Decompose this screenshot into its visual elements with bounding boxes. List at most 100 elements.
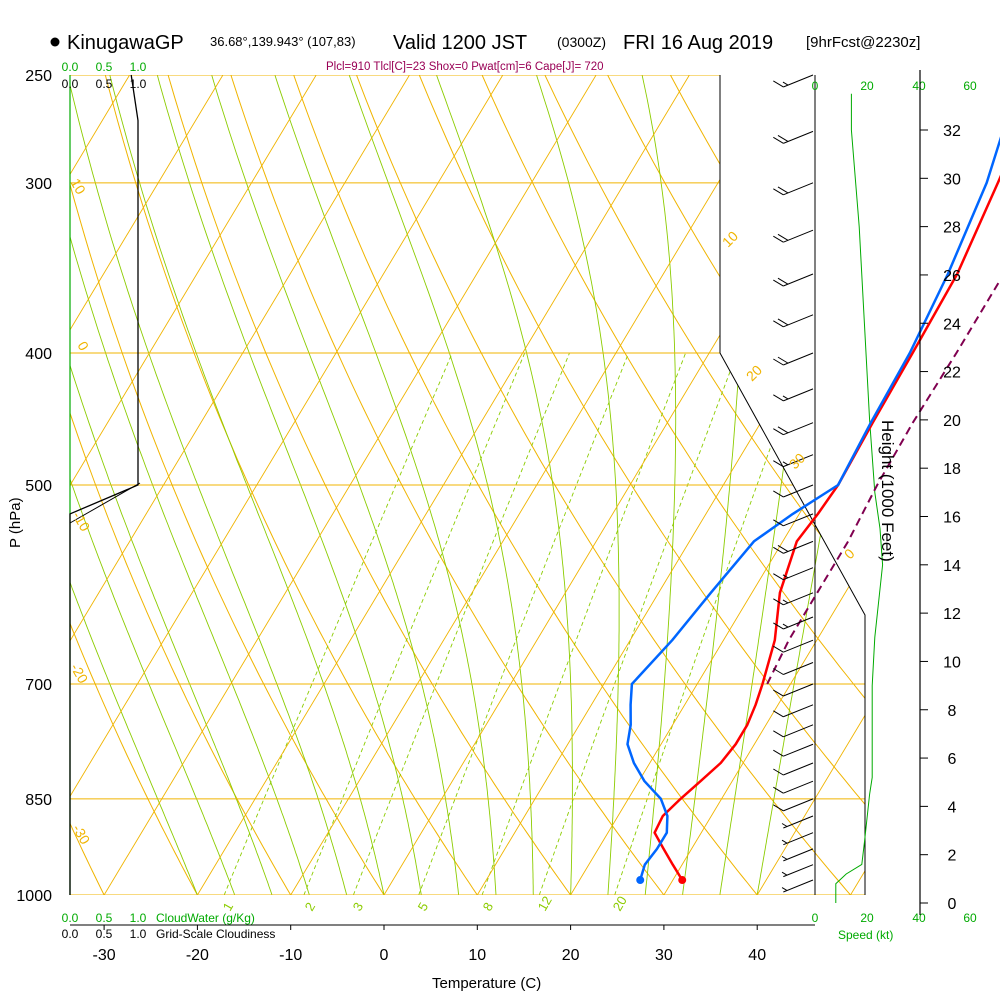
moist-adiabat-line [70,75,310,895]
mixing-ratio-line [481,352,687,895]
wind-barb-staff [783,74,814,88]
wind-barb-flag [773,768,784,776]
wind-barb-staff [783,848,814,862]
dry-adiabat-line [356,75,851,895]
zulu-time: (0300Z) [557,34,606,50]
cloudiness-scale-bottom: 0.5 [96,927,113,941]
dry-adiabat-label: 10 [719,228,741,250]
wind-barb-staff [783,879,814,893]
dewpoint-line [626,136,1000,881]
wind-barb-flag [773,80,784,88]
valid-time: Valid 1200 JST [393,32,527,54]
height-tick-label: 24 [943,316,961,333]
cloudwater-scale-top: 1.0 [130,60,147,74]
wind-barb [773,352,814,366]
dry-adiabat-label: 30 [786,450,808,472]
wind-barb-staff [783,724,814,738]
moist-adiabat-line [641,75,677,895]
dry-adiabat-label: 0 [74,339,92,354]
pressure-tick-label: 400 [25,346,52,363]
pressure-tick-label: 500 [25,478,52,495]
forecast-label: [9hrFcst@2230z] [806,34,920,51]
moist-adiabat-line [536,75,620,895]
height-tick-label: 4 [948,799,957,816]
isotherm-line [663,75,865,895]
cloudiness-scale-top: 0.0 [62,77,79,91]
wind-barb-half-flag [781,887,788,891]
wind-barb-staff [783,540,814,554]
mixing-ratio-label: 2 [302,900,319,914]
temperature-line [653,174,1000,881]
wind-barb-staff [783,662,814,675]
cloudwater-scale-bottom: 0.5 [96,911,113,925]
mixing-ratio-label: 12 [535,893,555,913]
mixing-ratio-line [538,352,738,895]
speed-scale-top: 60 [963,79,977,93]
grid-clipped [0,75,1000,895]
wind-barb [773,422,814,436]
mixing-ratio-line [223,352,453,895]
wind-barb-staff [783,422,814,436]
pressure-tick-label: 1000 [16,888,52,905]
dry-adiabat-line [0,75,11,895]
wind-barb [773,314,814,328]
height-tick-label: 28 [943,220,961,237]
pressure-tick-label: 850 [25,792,52,809]
wind-barb-staff [783,229,814,243]
cloudwater-scale-top: 0.0 [62,60,79,74]
wind-barb [773,762,814,776]
wind-barb [773,484,814,498]
mixing-ratio-label: 20 [610,893,630,913]
dry-adiabat-line [70,75,292,895]
wind-barb-half-flag [782,574,789,579]
wind-barb-flag [773,490,784,498]
wind-barb-staff [783,592,814,606]
wind-barb-staff [783,743,814,757]
wind-barb [773,780,814,794]
wind-barb-staff [783,762,814,776]
wind-barb-flag [777,426,789,434]
wind-barb [773,743,814,757]
pressure-tick-label: 700 [25,677,52,694]
speed-scale-bottom: 20 [860,911,874,925]
temperature-tick-label: -20 [186,947,209,964]
wind-barb-staff [783,864,814,878]
pressure-tick-label: 250 [25,68,52,85]
wind-barb-flag [773,136,784,144]
wind-barb-flag [773,689,784,697]
speed-scale-top: 40 [912,79,926,93]
temperature-tick-label: 30 [655,947,673,964]
wind-barb [781,864,814,878]
isotherm-line [756,75,865,895]
wind-barb-flag [777,186,789,194]
height-tick-label: 16 [943,510,961,527]
cloudiness-scale-top: 0.5 [96,77,113,91]
wind-barb-flag [777,277,789,285]
dry-adiabat-line [70,75,198,895]
temperature-tick-label: 0 [380,947,389,964]
dry-adiabat-label: 0 [841,545,858,562]
surface-temperature-point [678,876,687,885]
params-line: Plcl=910 Tlcl[C]=23 Shox=0 Pwat[cm]=6 Ca… [326,61,604,73]
dry-adiabat-line [922,75,1000,895]
dry-adiabat-line [70,75,385,895]
speed-scale-top: 20 [860,79,874,93]
speed-scale-bottom: 40 [912,911,926,925]
wind-barb-flag [773,645,784,653]
moist-adiabat-line [348,75,534,895]
wind-barb-flag [773,730,784,738]
wind-barb-staff [783,388,814,402]
cloudiness-scale-top: 1.0 [130,77,147,91]
temperature-tick-label: 20 [562,947,580,964]
cloudwater-label: CloudWater (g/Kg) [156,911,255,925]
wind-barb-staff [783,352,814,366]
wind-barb-flag [777,356,789,364]
wind-barb [773,798,814,812]
height-tick-label: 22 [943,365,961,382]
wind-barb-flag [773,188,784,196]
moist-adiabat-line [436,75,573,895]
mixing-ratio-label: 5 [415,900,432,914]
wind-barb [773,616,814,630]
wind-barb [773,273,814,287]
valid-date: FRI 16 Aug 2019 [623,32,773,54]
